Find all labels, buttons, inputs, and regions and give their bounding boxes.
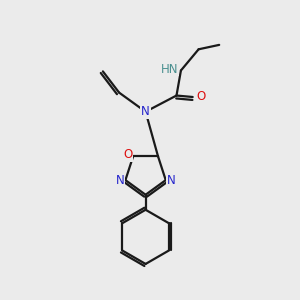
- Text: N: N: [116, 174, 124, 187]
- Text: N: N: [141, 105, 150, 118]
- Text: HN: HN: [161, 62, 178, 76]
- Text: O: O: [196, 91, 206, 103]
- Text: N: N: [167, 174, 176, 187]
- Text: O: O: [123, 148, 132, 161]
